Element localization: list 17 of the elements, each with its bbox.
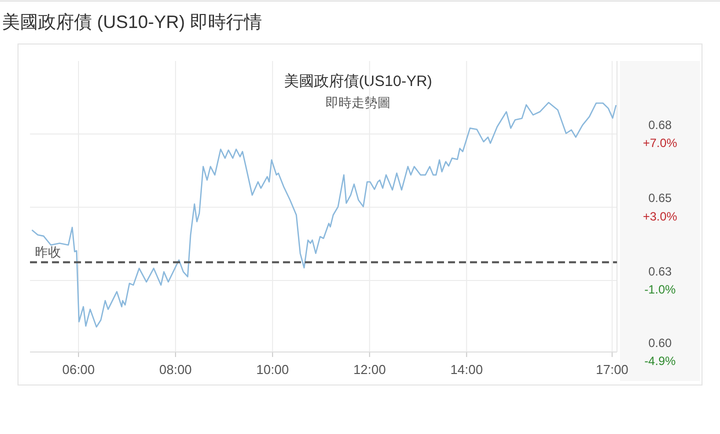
y-tick-label: 0.68	[648, 118, 672, 132]
text: 美國政府債(US10-YR)	[284, 73, 432, 90]
x-tick-label: 12:00	[353, 362, 386, 377]
y2-tick-label: -1.0%	[644, 282, 676, 297]
y2-tick-label: -4.9%	[644, 354, 676, 368]
x-tick-label: 08:00	[159, 362, 192, 377]
x-tick-label: 17:00	[596, 362, 628, 377]
ref-line-label: 昨收	[35, 244, 61, 260]
y-tick-label: 0.60	[648, 336, 672, 350]
text: 美國政府債 (US10-YR) 即時行情	[2, 12, 262, 32]
y-tick-label: 0.63	[648, 264, 672, 278]
y2-tick-label: +3.0%	[642, 209, 678, 224]
y-tick-label: 0.65	[648, 191, 672, 206]
x-tick-label: 06:00	[62, 362, 95, 377]
x-tick-label: 14:00	[450, 362, 483, 377]
x-tick-label: 10:00	[256, 362, 289, 377]
y2-tick-label: +7.0%	[642, 136, 678, 150]
